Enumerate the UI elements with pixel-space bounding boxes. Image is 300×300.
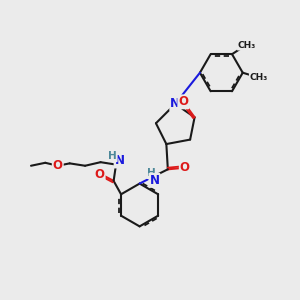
Text: N: N <box>149 174 160 187</box>
Text: H: H <box>147 168 156 178</box>
Text: O: O <box>180 161 190 174</box>
Text: CH₃: CH₃ <box>238 41 256 50</box>
Text: N: N <box>115 154 124 167</box>
Text: O: O <box>95 168 105 181</box>
Text: H: H <box>108 151 117 161</box>
Text: N: N <box>170 98 180 110</box>
Text: O: O <box>178 95 188 108</box>
Text: CH₃: CH₃ <box>250 73 268 82</box>
Text: O: O <box>53 159 63 172</box>
